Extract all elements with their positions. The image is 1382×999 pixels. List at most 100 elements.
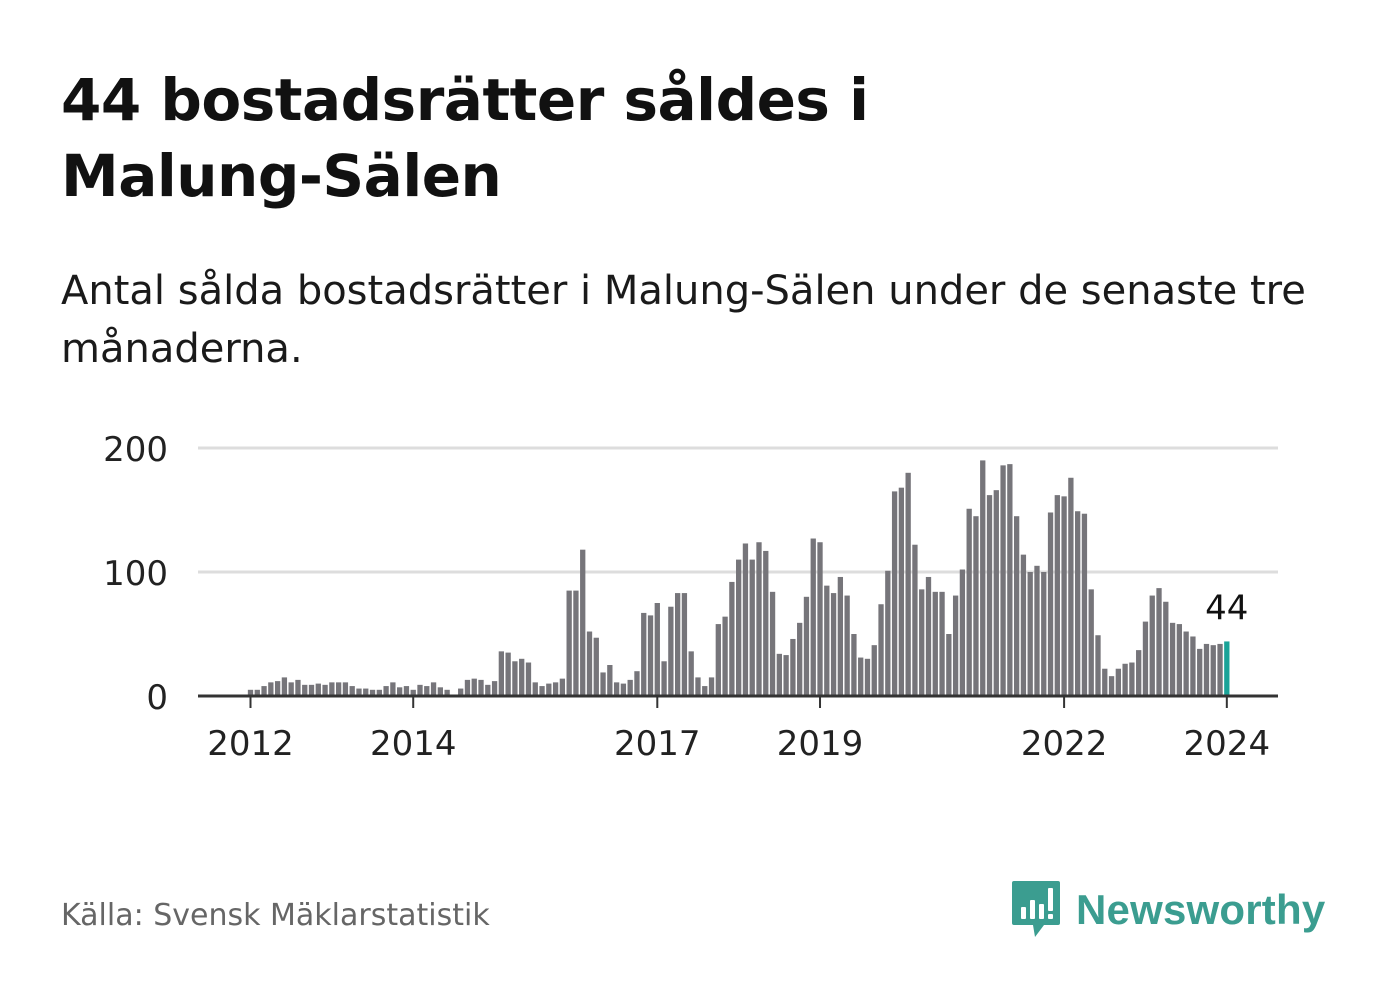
bar: [363, 688, 369, 696]
x-tick-label: 2017: [614, 724, 701, 764]
bar: [525, 662, 532, 696]
bar: [925, 576, 932, 696]
bar: [1197, 648, 1203, 696]
bar: [539, 686, 545, 696]
bar: [1095, 635, 1101, 696]
bar: [668, 606, 674, 696]
bar: [661, 661, 667, 696]
bar: [1013, 516, 1020, 696]
bar: [417, 684, 423, 696]
bar: [546, 683, 552, 696]
bar: [878, 604, 884, 696]
bar: [505, 652, 511, 696]
y-axis-ticks: 0 100 200: [103, 430, 168, 718]
bar: [295, 679, 301, 696]
x-tick-label: 2019: [777, 724, 864, 764]
bar: [281, 677, 288, 696]
bar: [1176, 624, 1183, 696]
bar: [790, 638, 796, 696]
bar: [1041, 572, 1047, 696]
bar: [932, 591, 938, 696]
bar: [302, 684, 308, 696]
bar: [485, 684, 491, 696]
bar: [715, 624, 721, 696]
bar: [424, 686, 430, 696]
bar: [1102, 668, 1108, 696]
bar: [1034, 565, 1040, 696]
newsworthy-logo[interactable]: Newsworthy: [1010, 878, 1325, 942]
bar: [871, 645, 877, 696]
bar: [593, 637, 599, 696]
bar: [403, 686, 410, 696]
chart-title: 44 bostadsrätter såldes i Malung-Sälen: [61, 66, 869, 210]
bar: [959, 569, 966, 696]
bar: [308, 684, 315, 696]
bar: [763, 550, 769, 696]
bar: [986, 495, 993, 696]
bar: [1142, 621, 1149, 696]
x-tick-label: 2024: [1184, 724, 1271, 764]
x-axis-ticks: 2012 2014 2017 2019 2022 2024: [207, 696, 1270, 764]
bar: [898, 487, 905, 696]
bar: [1007, 464, 1013, 696]
bar: [383, 686, 389, 696]
bar: [1108, 676, 1115, 696]
bar: [797, 622, 803, 696]
bar: [674, 593, 681, 696]
bar: [830, 593, 837, 696]
bar: [369, 689, 376, 696]
bar: [993, 490, 999, 696]
bar: [444, 689, 450, 696]
bar: [254, 689, 260, 696]
bar: [329, 682, 335, 696]
bar: [1068, 477, 1074, 696]
bar: [397, 687, 403, 696]
bar: [946, 634, 952, 696]
bar: [437, 687, 443, 696]
bar: [939, 591, 945, 696]
bar: [1183, 631, 1189, 696]
bar: [905, 472, 911, 696]
bar: [891, 491, 898, 696]
bar: [573, 590, 579, 696]
bar: [586, 631, 593, 696]
bar: [824, 585, 830, 696]
y-tick-label: 0: [146, 678, 168, 718]
bar: [607, 665, 613, 696]
chart-subtitle: Antal sålda bostadsrätter i Malung-Sälen…: [61, 268, 1306, 372]
bar: [1163, 601, 1169, 696]
bar: [912, 544, 918, 696]
bar: [736, 559, 742, 696]
bar: [641, 612, 647, 696]
bar: [885, 570, 891, 696]
bar: [756, 542, 762, 696]
bar: [1075, 511, 1081, 696]
bar: [1210, 645, 1216, 696]
bar: [634, 671, 640, 696]
bar: [620, 683, 627, 696]
bar: [1054, 495, 1060, 696]
bar: [783, 655, 789, 696]
bar: [1115, 668, 1121, 696]
bar: [1169, 622, 1176, 696]
bar: [769, 591, 776, 696]
bar: [274, 681, 281, 696]
x-tick-label: 2022: [1021, 724, 1108, 764]
bar: [1149, 595, 1155, 696]
bar: [966, 508, 972, 696]
bar: [1000, 465, 1006, 696]
source-credit: Källa: Svensk Mäklarstatistik: [61, 898, 490, 933]
bar: [1156, 588, 1162, 696]
bar: [349, 686, 355, 696]
bar: [600, 672, 606, 696]
gridlines: [198, 446, 1278, 574]
bar: [973, 516, 979, 696]
x-tick-label: 2012: [207, 724, 294, 764]
bar: [647, 615, 654, 696]
bar: [559, 678, 566, 696]
x-tick-label: 2014: [370, 724, 457, 764]
bar: [552, 682, 559, 696]
bar: [1122, 663, 1128, 696]
bar: [342, 682, 349, 696]
